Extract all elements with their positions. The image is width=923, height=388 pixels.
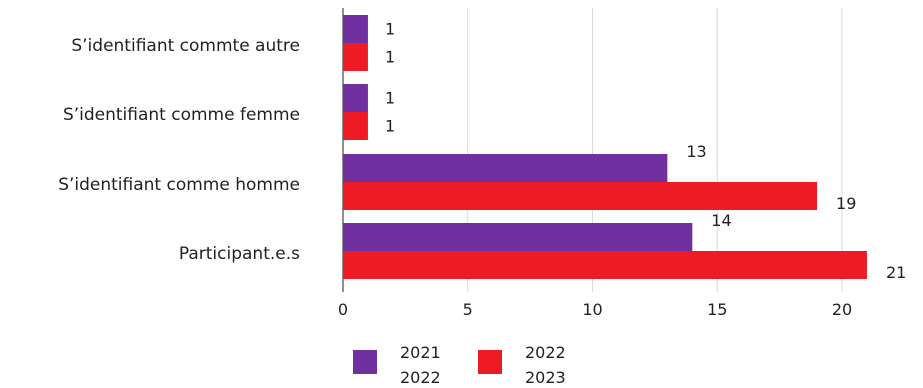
legend-label: 2022: [525, 343, 566, 362]
data-label: 14: [711, 211, 731, 230]
bar: [343, 15, 368, 43]
data-label: 21: [886, 263, 906, 282]
category-label: S’identifiant comme homme: [58, 175, 300, 195]
category-label: Participant.e.s: [179, 244, 300, 264]
legend-swatch: [353, 350, 377, 374]
bar: [343, 112, 368, 140]
data-label: 13: [686, 142, 706, 161]
data-label: 1: [385, 20, 395, 39]
category-label: S’identifiant commte autre: [71, 36, 300, 56]
data-label: 1: [385, 48, 395, 67]
data-label: 1: [385, 89, 395, 108]
x-tick-label: 20: [832, 300, 852, 319]
bar: [343, 84, 368, 112]
legend: 2021 2022 2022 2023: [353, 343, 566, 387]
legend-label: 2022: [400, 368, 441, 387]
legend-swatch: [478, 350, 502, 374]
labels: 0 5 10 15 20 S’identifiant commte autre S’iden…: [58, 20, 906, 320]
bar: [343, 182, 818, 210]
data-label: 19: [836, 194, 856, 213]
x-tick-label: 5: [463, 300, 473, 319]
bar: [343, 251, 867, 279]
x-tick-label: 0: [338, 300, 348, 319]
bar: [343, 43, 368, 71]
category-label: S’identifiant comme femme: [63, 105, 300, 125]
x-tick-label: 15: [707, 300, 727, 319]
bar: [343, 223, 693, 251]
data-label: 1: [385, 117, 395, 136]
bar: [343, 154, 668, 182]
x-tick-label: 10: [582, 300, 602, 319]
legend-label: 2023: [525, 368, 566, 387]
bars: [343, 15, 867, 279]
legend-label: 2021: [400, 343, 441, 362]
